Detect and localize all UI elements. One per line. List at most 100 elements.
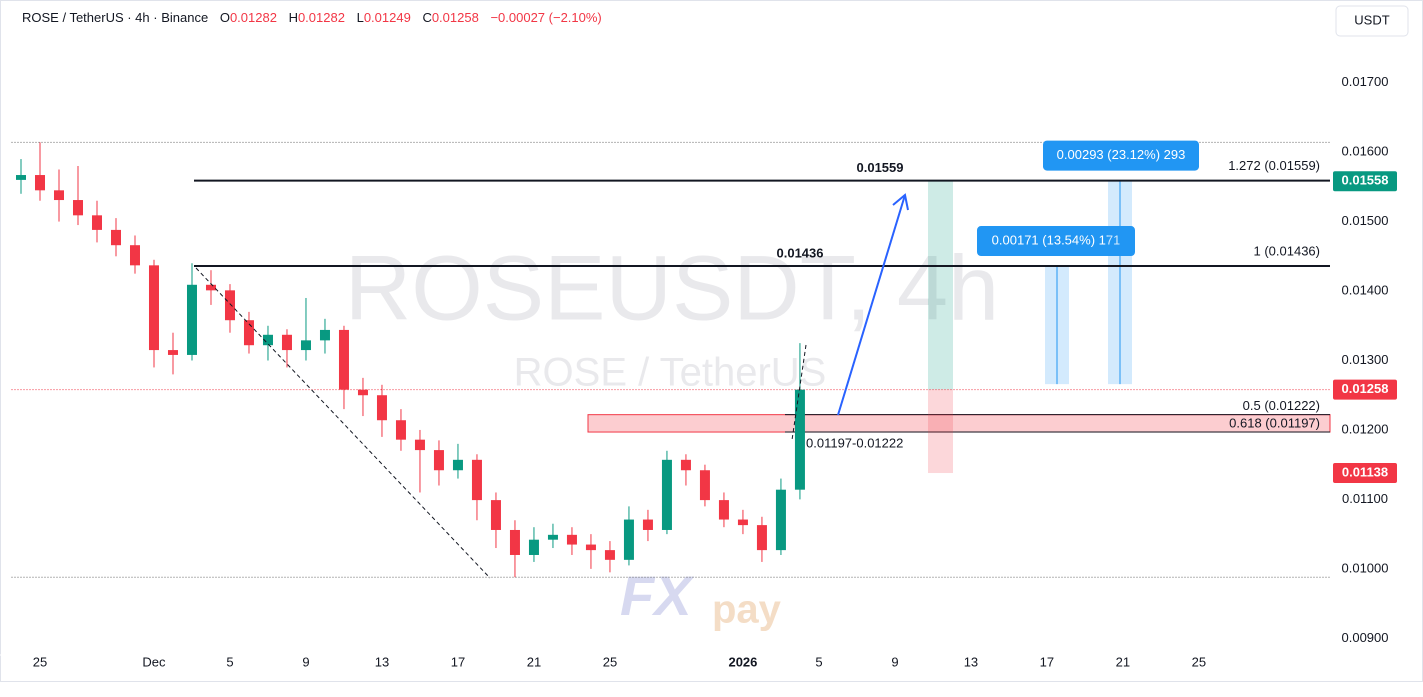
x-tick-label: 21 [1116, 654, 1130, 669]
candle-body [509, 529, 520, 555]
trend-line [195, 267, 491, 579]
fib-label: 0.5 (0.01222) [1243, 398, 1320, 413]
candle-body [91, 215, 102, 230]
header: ROSE / TetherUS · 4h · Binance O0.01282 … [22, 10, 602, 25]
candle-body [566, 534, 577, 545]
candle-body [642, 519, 653, 530]
currency-label[interactable]: USDT [1354, 12, 1389, 27]
candle-body [300, 340, 311, 351]
x-tick-label: 17 [451, 654, 465, 669]
ohlc-value: 0.01282 [230, 10, 277, 25]
ohlc-value: 0.01249 [364, 10, 411, 25]
x-tick-label: 25 [603, 654, 617, 669]
x-tick-label: 13 [375, 654, 389, 669]
price-badge [1333, 379, 1397, 400]
candle-body [433, 450, 444, 471]
candle-body [585, 544, 596, 551]
y-tick-label: 0.01400 [1342, 282, 1389, 297]
candle-body [186, 284, 197, 355]
candle-body [53, 190, 64, 201]
symbol: ROSE / TetherUS · 4h · Binance [22, 10, 208, 25]
zone-label: 0.01197-0.01222 [806, 435, 903, 450]
measure-box [1043, 140, 1199, 171]
candle-body [737, 519, 748, 526]
candle-body [72, 200, 83, 216]
candle-body [148, 265, 159, 351]
candle-body [623, 519, 634, 560]
candle-body [129, 245, 140, 266]
level-price: 0.01559 [857, 160, 904, 175]
target-badge-label: 0.01558 [1342, 173, 1389, 188]
x-tick-label: Dec [142, 654, 166, 669]
x-tick-label: 17 [1040, 654, 1054, 669]
candle-body [756, 525, 767, 551]
target-zone [928, 181, 953, 390]
ohlc-label: L [357, 10, 364, 25]
y-tick-label: 0.01700 [1342, 74, 1389, 89]
currency-button[interactable] [1335, 5, 1409, 37]
measure-label: 0.00293 (23.12%) 293 [1057, 147, 1186, 162]
arrow-head [892, 193, 909, 211]
ohlc-label: O [220, 10, 230, 25]
candle-body [376, 395, 387, 421]
ohlc-label: H [289, 10, 298, 25]
candle-body [395, 420, 406, 440]
y-tick-label: 0.01500 [1342, 213, 1389, 228]
candle-body [775, 489, 786, 551]
y-tick-label: 0.00900 [1342, 630, 1389, 645]
candle-body [699, 470, 710, 501]
fib-label: 1 (0.01436) [1254, 243, 1321, 258]
fib-label: 1.272 (0.01559) [1228, 158, 1320, 173]
candle-body [110, 229, 121, 246]
candle-body [15, 175, 26, 180]
level-price: 0.01436 [777, 245, 824, 260]
y-tick-label: 0.01000 [1342, 560, 1389, 575]
candle-body [490, 500, 501, 530]
measure-label: 0.00171 (13.54%) 171 [992, 232, 1121, 247]
watermark-subtitle: ROSE / TetherUS [514, 351, 827, 395]
candle-body [547, 534, 558, 540]
candle-body [661, 459, 672, 530]
candle-body [34, 175, 45, 191]
candle-body [205, 284, 216, 291]
candle-body [167, 350, 178, 355]
candle-body [243, 320, 254, 346]
candle-body [680, 459, 691, 471]
x-tick-label: 25 [33, 654, 47, 669]
candle-body [528, 539, 539, 555]
x-tick-label: 5 [815, 654, 822, 669]
candle-body [357, 389, 368, 396]
zone [587, 414, 1331, 433]
logo-fx: FX [620, 564, 695, 627]
stop-badge [1333, 463, 1397, 484]
candle-body [224, 290, 235, 321]
candle-body [281, 334, 292, 351]
trend-line [791, 344, 807, 441]
target-badge [1333, 171, 1397, 192]
candle-body [604, 550, 615, 560]
stop-badge-label: 0.01138 [1342, 464, 1388, 479]
y-tick-label: 0.01200 [1342, 421, 1389, 436]
candle-body [414, 439, 425, 451]
y-tick-label: 0.01600 [1342, 144, 1389, 159]
logo-pay: pay [712, 588, 782, 632]
change: −0.00027 (−2.10%) [490, 10, 601, 25]
stop-zone [928, 389, 953, 474]
measure-box [977, 226, 1135, 257]
y-tick-label: 0.01300 [1342, 352, 1389, 367]
x-tick-label: 2026 [728, 654, 757, 669]
ohlc-value: 0.01282 [298, 10, 345, 25]
x-tick-label: 9 [891, 654, 898, 669]
candle-body [262, 334, 273, 346]
watermark-title: ROSEUSDT, 4h [345, 237, 999, 339]
candle-body [471, 459, 482, 501]
x-tick-label: 21 [527, 654, 541, 669]
x-tick-label: 5 [226, 654, 233, 669]
projection-arrow [837, 194, 906, 416]
candle-body [452, 459, 463, 471]
plot: 0.00900 0.01000 0.01100 0.01200 0.01300 0.014… [11, 74, 1397, 669]
x-tick-label: 13 [964, 654, 978, 669]
candle-body [794, 389, 805, 490]
